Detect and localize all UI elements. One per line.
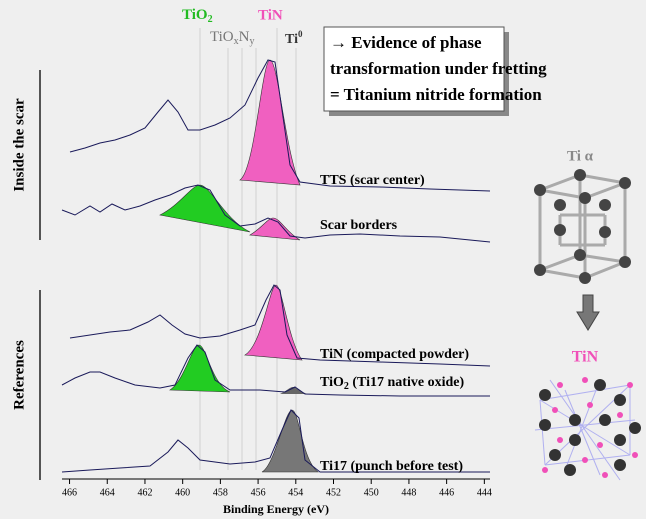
- spectra: [61, 59, 491, 473]
- tin-fill: [239, 59, 301, 186]
- x-tick-label: 444: [477, 487, 492, 498]
- atoms: [534, 169, 631, 284]
- peak-label: Ti0: [285, 29, 303, 47]
- x-tick-label: 460: [175, 487, 190, 498]
- callout-box: [323, 26, 505, 112]
- x-tick-label: 452: [326, 487, 341, 498]
- spectrum-label: TiN (compacted powder): [320, 347, 469, 362]
- spectrum-label: TiO2 (Ti17 native oxide): [320, 375, 464, 392]
- peak-label: TiOxNy: [210, 29, 254, 47]
- spectrum-label: TTS (scar center): [320, 173, 425, 188]
- x-tick-label: 448: [401, 487, 416, 498]
- ticks: 466 464 462 460 458 456 454 452 450 448 446 444: [62, 479, 492, 498]
- tin-fill: [249, 217, 301, 241]
- crystal-label: TiN: [572, 349, 599, 366]
- x-tick-label: 454: [288, 487, 303, 498]
- peak-label: TiN: [258, 7, 283, 23]
- x-tick-label: 456: [251, 487, 266, 498]
- x-tick-label: 458: [213, 487, 228, 498]
- x-tick-label: 450: [364, 487, 379, 498]
- x-tick-label: 462: [137, 487, 152, 498]
- arrow: [576, 294, 600, 331]
- x-tick-label: 466: [62, 487, 77, 498]
- spectrum-label: Ti17 (punch before test): [320, 459, 463, 474]
- group-label: References: [11, 340, 27, 410]
- peak-label: TiO2: [182, 7, 213, 25]
- group-label: Inside the scar: [11, 98, 27, 192]
- ti-alpha-structure: [538, 173, 627, 280]
- ti-fill: [280, 387, 308, 394]
- spectrum-label: Scar borders: [320, 218, 398, 233]
- n-atoms: [542, 377, 638, 478]
- callout-text: = Titanium nitride formation: [330, 85, 542, 104]
- crystal-label: Ti α: [567, 148, 594, 164]
- x-axis-label: Binding Energy (eV): [223, 502, 329, 516]
- tin-fill: [244, 284, 303, 361]
- callout-text: transformation under fretting: [330, 59, 547, 78]
- x-tick-label: 446: [439, 487, 454, 498]
- callout-text: → Evidence of phase: [330, 33, 482, 52]
- atoms: [539, 379, 641, 476]
- x-tick-label: 464: [100, 487, 115, 498]
- tio2-fill: [159, 184, 251, 233]
